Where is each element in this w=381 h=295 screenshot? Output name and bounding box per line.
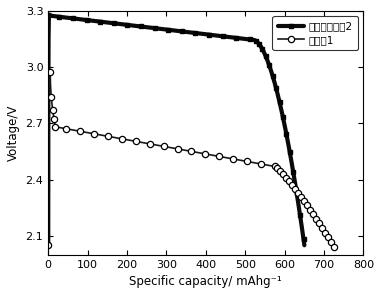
对比例1 (75, 129, 80, 132)
高电压氟化碃2 (279, 106, 283, 109)
对比例1 (331, 245, 336, 249)
对比例1 (47, 78, 51, 82)
对比例1 (52, 120, 57, 124)
高电压氟化碃2 (137, 24, 142, 28)
对比例1 (203, 152, 208, 156)
高电压氟化碃2 (263, 52, 267, 55)
高电压氟化碃2 (48, 13, 52, 17)
对比例1 (48, 70, 53, 74)
高电压氟化碃2 (260, 47, 265, 51)
对比例1 (46, 243, 51, 247)
高电压氟化碃2 (275, 91, 279, 94)
对比例1 (323, 231, 327, 235)
X-axis label: Specific capacity/ mAhg⁻¹: Specific capacity/ mAhg⁻¹ (130, 275, 282, 288)
高电压氟化碃2 (46, 243, 51, 247)
对比例1 (145, 142, 149, 145)
Line: 高电压氟化碃2: 高电压氟化碃2 (46, 12, 307, 248)
Line: 对比例1: 对比例1 (45, 69, 337, 250)
Legend: 高电压氟化碃2, 对比例1: 高电压氟化碃2, 对比例1 (272, 16, 358, 50)
高电压氟化碃2 (83, 18, 88, 22)
Y-axis label: Voltage/V: Voltage/V (7, 105, 20, 161)
高电压氟化碃2 (302, 243, 307, 247)
